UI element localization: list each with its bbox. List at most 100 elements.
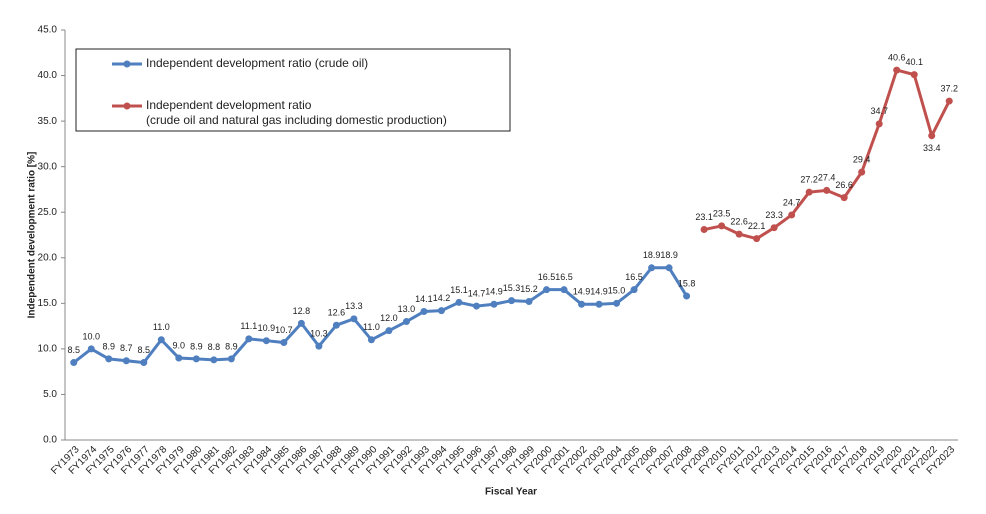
value-label: 18.9 (643, 250, 661, 260)
point (140, 359, 148, 367)
value-label: 26.6 (835, 180, 853, 190)
value-label: 23.5 (713, 208, 731, 218)
value-label: 14.9 (590, 287, 608, 297)
value-label: 12.8 (293, 306, 311, 316)
y-tick-label: 5.0 (43, 389, 57, 400)
point (770, 224, 778, 232)
value-label: 14.9 (573, 287, 591, 297)
point (630, 286, 638, 294)
y-axis-title: Independent development ratio [%] (27, 152, 38, 319)
point (332, 321, 340, 329)
point (578, 300, 586, 308)
point (788, 211, 796, 219)
value-label: 40.1 (905, 57, 923, 67)
value-label: 11.0 (153, 322, 170, 332)
point (823, 186, 831, 194)
point (455, 298, 463, 306)
value-label: 14.7 (468, 288, 486, 298)
value-label: 14.1 (415, 294, 433, 304)
value-label: 8.7 (120, 343, 133, 353)
value-label: 10.9 (258, 323, 276, 333)
point (840, 194, 848, 202)
value-label: 11.0 (363, 322, 380, 332)
y-tick-label: 15.0 (38, 298, 58, 309)
value-label: 10.7 (275, 325, 293, 335)
value-label: 15.3 (503, 283, 521, 293)
point (420, 308, 428, 316)
y-tick-label: 35.0 (38, 116, 58, 127)
point (648, 264, 656, 272)
point (297, 319, 305, 327)
value-label: 23.3 (765, 210, 783, 220)
value-label: 22.6 (730, 216, 748, 226)
value-label: 8.5 (138, 345, 151, 355)
value-label: 14.2 (433, 293, 451, 303)
point (402, 318, 410, 326)
value-label: 10.3 (310, 329, 328, 339)
value-label: 8.9 (225, 341, 238, 351)
value-label: 18.9 (660, 250, 678, 260)
point (70, 359, 78, 367)
point (87, 345, 95, 353)
y-tick-label: 0.0 (43, 435, 57, 446)
value-label: 9.0 (173, 340, 186, 350)
point (613, 299, 621, 307)
value-label: 23.1 (695, 212, 713, 222)
point (893, 66, 901, 74)
value-label: 10.0 (82, 331, 100, 341)
point (192, 355, 200, 363)
value-label: 12.0 (380, 313, 398, 323)
point (718, 222, 726, 230)
y-tick-label: 45.0 (38, 25, 58, 36)
point (437, 307, 445, 315)
point (490, 300, 498, 308)
value-label: 16.5 (538, 272, 556, 282)
value-label: 40.6 (888, 52, 906, 62)
value-label: 33.4 (923, 143, 941, 153)
point (262, 337, 270, 345)
value-label: 16.5 (555, 272, 573, 282)
point (683, 292, 691, 300)
point (122, 357, 130, 365)
value-label: 27.2 (800, 175, 818, 185)
value-label: 8.9 (190, 341, 203, 351)
y-tick-label: 25.0 (38, 207, 58, 218)
legend-box (75, 48, 511, 132)
point (805, 188, 813, 196)
point (350, 315, 358, 323)
point (280, 339, 288, 347)
point (560, 286, 568, 294)
value-label: 15.8 (678, 278, 696, 288)
point (105, 355, 113, 363)
point (525, 298, 533, 306)
value-label: 8.5 (67, 345, 80, 355)
value-label: 22.1 (748, 221, 766, 231)
value-label: 15.2 (520, 284, 538, 294)
y-tick-label: 10.0 (38, 344, 58, 355)
point (227, 355, 235, 363)
point (595, 300, 603, 308)
value-label: 15.0 (608, 286, 626, 296)
value-label: 29.4 (853, 155, 871, 165)
point (910, 71, 918, 79)
legend-marker (123, 60, 131, 68)
point (508, 297, 515, 305)
point (735, 230, 743, 238)
point (385, 327, 393, 335)
point (753, 235, 761, 243)
point (665, 264, 673, 272)
point (945, 97, 953, 105)
point (245, 335, 253, 343)
value-label: 16.5 (625, 272, 643, 282)
point (700, 226, 708, 234)
y-tick-label: 20.0 (38, 252, 58, 263)
point (157, 336, 165, 344)
point (858, 168, 866, 176)
series-line (703, 68, 951, 241)
point (543, 286, 551, 294)
point (875, 120, 883, 128)
point (210, 356, 218, 364)
point (367, 336, 375, 344)
legend-label: Independent development ratio (crude oil … (146, 98, 447, 127)
